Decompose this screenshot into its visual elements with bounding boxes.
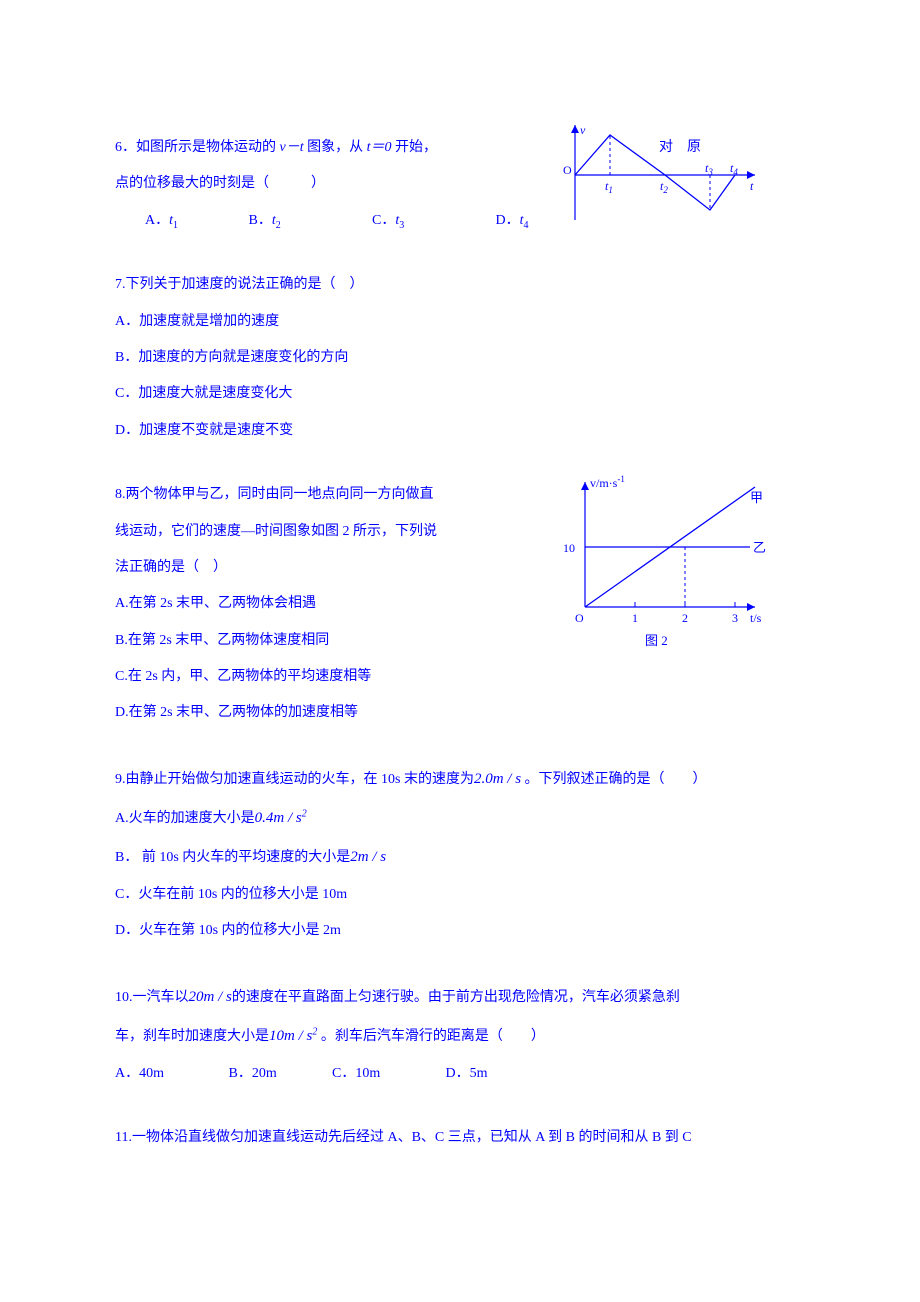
q8-opt-c: C.在 2s 内，甲、乙两物体的平均速度相等	[115, 659, 810, 695]
q11-stem: 11.一物体沿直线做匀加速直线运动先后经过 A、B、C 三点，已知从 A 到 B…	[115, 1120, 810, 1156]
q7-stem: 7.下列关于加速度的说法正确的是（ ）	[115, 267, 810, 303]
q9-opt-a: A.火车的加速度大小是0.4m / s2	[115, 799, 810, 838]
svg-text:2: 2	[682, 611, 688, 625]
svg-text:t/s: t/s	[750, 611, 762, 625]
q6-opt-d: D．t4	[496, 203, 556, 239]
svg-text:v/m·s-1: v/m·s-1	[590, 474, 625, 490]
svg-text:乙: 乙	[753, 540, 766, 555]
axis-t-label: t	[750, 179, 754, 193]
svg-text:甲: 甲	[750, 490, 763, 505]
svg-text:10: 10	[563, 541, 575, 555]
question-8: 1 2 3 10 v/m·s-1 t/s O 甲 乙 图 2 8.两个物体甲与乙…	[115, 477, 810, 732]
q10-opt-d: D．5m	[446, 1056, 526, 1092]
q9-opt-b: B． 前 10s 内火车的平均速度的大小是2m / s	[115, 838, 810, 877]
q7-opt-d: D．加速度不变就是速度不变	[115, 413, 810, 449]
q6-opt-b: B．t2	[249, 203, 369, 239]
q7-opt-b: B．加速度的方向就是速度变化的方向	[115, 340, 810, 376]
svg-text:3: 3	[732, 611, 738, 625]
axis-v-label: v	[580, 123, 586, 137]
q9-opt-c: C．火车在前 10s 内的位移大小是 10m	[115, 877, 810, 913]
question-10: 10.一汽车以20m / s的速度在平直路面上匀速行驶。由于前方出现危险情况，汽…	[115, 978, 810, 1092]
svg-text:t3: t3	[705, 161, 713, 177]
svg-text:t4: t4	[730, 161, 738, 177]
svg-text:O: O	[575, 611, 584, 625]
origin-label: O	[563, 163, 572, 177]
q10-opt-b: B．20m	[229, 1056, 329, 1092]
q6-opt-c: C．t3	[372, 203, 492, 239]
q10-options: A．40m B．20m C．10m D．5m	[115, 1056, 810, 1092]
q6-opt-a: A．t1	[145, 203, 245, 239]
svg-text:t2: t2	[660, 179, 668, 195]
q8-graph: 1 2 3 10 v/m·s-1 t/s O 甲 乙 图 2	[545, 467, 775, 657]
q7-opt-c: C．加速度大就是速度变化大	[115, 376, 810, 412]
q8-opt-d: D.在第 2s 末甲、乙两物体的加速度相等	[115, 695, 810, 731]
svg-text:1: 1	[632, 611, 638, 625]
q7-opt-a: A．加速度就是增加的速度	[115, 304, 810, 340]
q10-opt-a: A．40m	[115, 1056, 225, 1092]
q10-line2: 车，刹车时加速度大小是10m / s2 。刹车后汽车滑行的距离是（ ）	[115, 1017, 810, 1056]
q10-line1: 10.一汽车以20m / s的速度在平直路面上匀速行驶。由于前方出现危险情况，汽…	[115, 978, 810, 1017]
question-7: 7.下列关于加速度的说法正确的是（ ） A．加速度就是增加的速度 B．加速度的方…	[115, 267, 810, 449]
q9-stem: 9.由静止开始做匀加速直线运动的火车，在 10s 末的速度为2.0m / s 。…	[115, 760, 810, 799]
question-11: 11.一物体沿直线做匀加速直线运动先后经过 A、B、C 三点，已知从 A 到 B…	[115, 1120, 810, 1156]
svg-text:图 2: 图 2	[645, 633, 668, 648]
svg-text:t1: t1	[605, 179, 613, 195]
q10-opt-c: C．10m	[332, 1056, 442, 1092]
q6-graph: v O t t1 t2 t3 t4	[555, 120, 765, 230]
question-9: 9.由静止开始做匀加速直线运动的火车，在 10s 末的速度为2.0m / s 。…	[115, 760, 810, 950]
question-6: v O t t1 t2 t3 t4 6．如图所示是物体运动的 v－t 图象，从 …	[115, 130, 810, 239]
q9-opt-d: D．火车在第 10s 内的位移大小是 2m	[115, 913, 810, 949]
